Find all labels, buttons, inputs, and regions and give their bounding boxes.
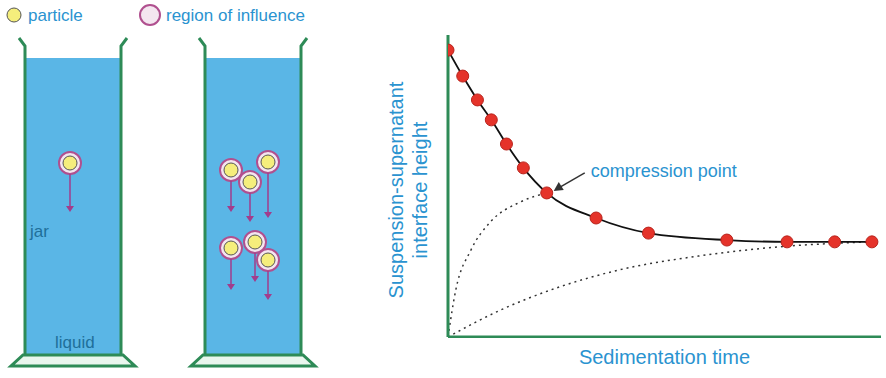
html-text:Suspension-supernatant interfa: Suspension-supernatant interface height	[385, 81, 431, 299]
svg-text:compression point: compression point	[591, 161, 737, 181]
html-text:Sedimentation time: Sedimentation time	[578, 346, 751, 368]
svg-text:jar: jar	[29, 222, 49, 241]
svg-text:region of influence: region of influence	[166, 6, 305, 25]
svg-text:particle: particle	[28, 6, 83, 25]
svg-text:liquid: liquid	[55, 333, 95, 352]
